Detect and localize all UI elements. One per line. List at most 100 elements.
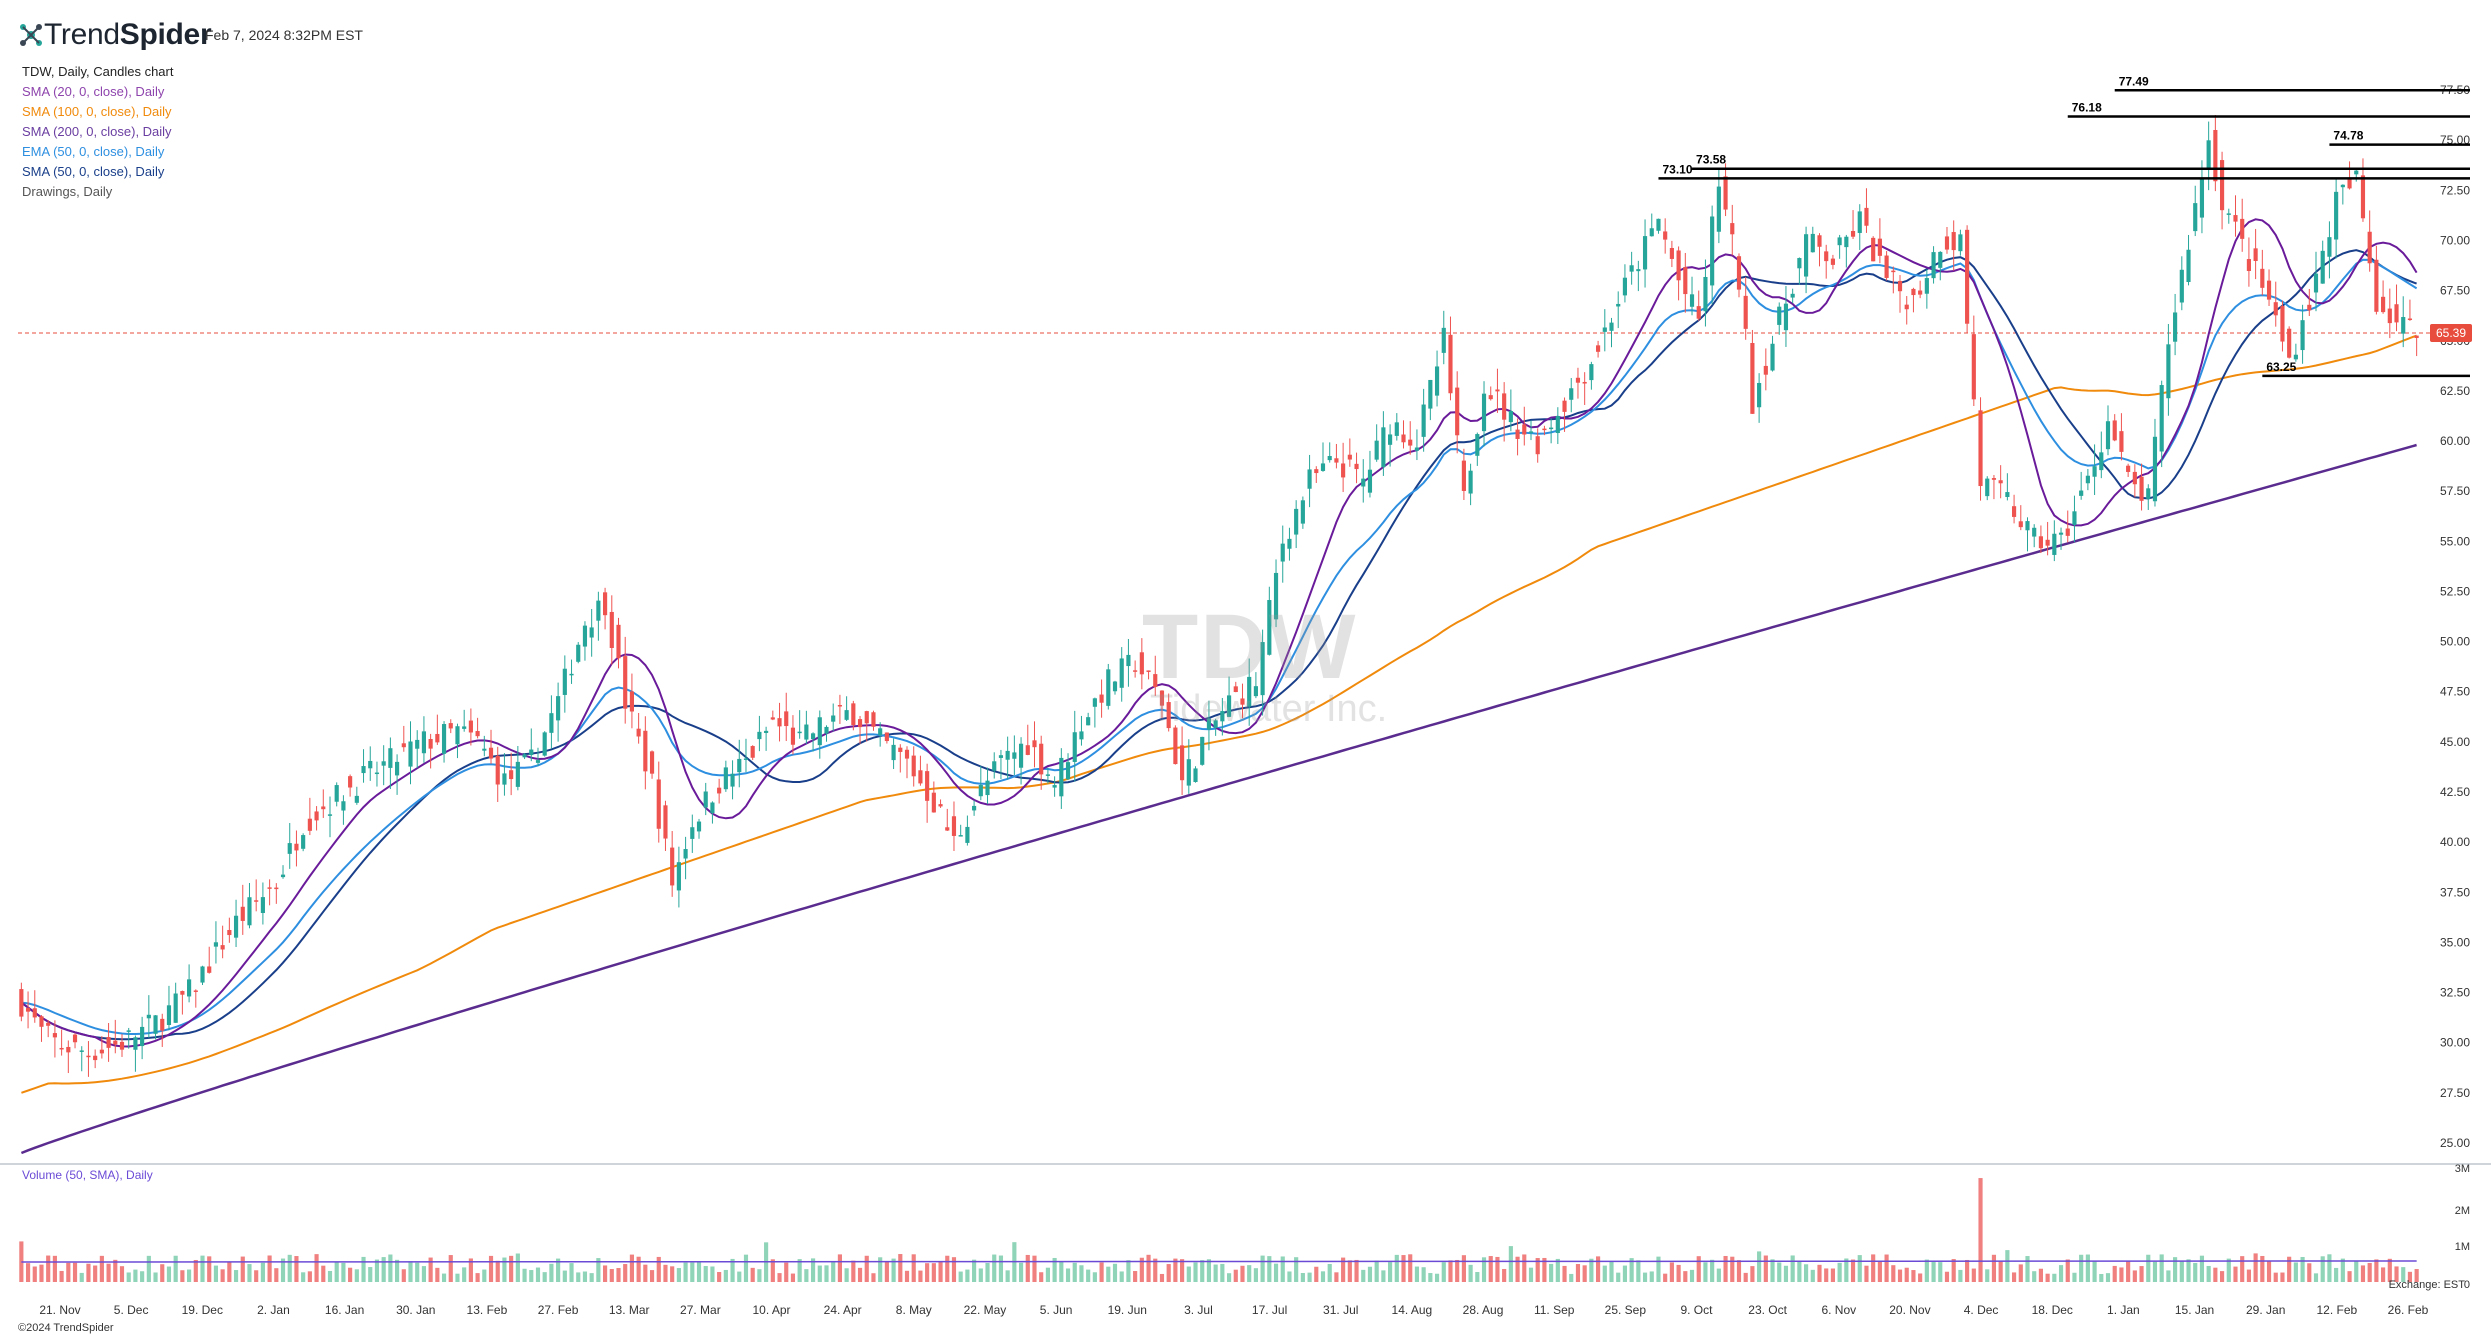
candle-body (2340, 184, 2345, 188)
candle-body (542, 732, 547, 756)
volume-bar (435, 1267, 440, 1282)
candle-body (2139, 476, 2144, 501)
volume-bar (86, 1263, 91, 1282)
volume-bar (1663, 1273, 1668, 1282)
volume-bar (2226, 1258, 2231, 1282)
candle-body (515, 761, 520, 787)
candle-body (1018, 743, 1024, 768)
volume-bar (616, 1268, 621, 1282)
volume-bar (2407, 1271, 2413, 1282)
volume-bar (2173, 1257, 2178, 1282)
volume-bar (294, 1256, 299, 1282)
candle-body (488, 747, 494, 759)
candle-body (2381, 296, 2386, 313)
legend-sma-200[interactable]: SMA (200, 0, close), Daily (22, 124, 172, 139)
volume-bar (475, 1273, 480, 1282)
volume-bar (1582, 1265, 1587, 1282)
volume-bar (1508, 1246, 1513, 1282)
candle-body (1522, 424, 1527, 435)
candle-body (1287, 538, 1292, 549)
candle-body (1441, 327, 1446, 353)
volume-bar (2058, 1265, 2064, 1282)
x-tick-label: 30. Jan (396, 1303, 435, 1317)
candle-body (240, 906, 245, 921)
trendspider-logo[interactable]: TrendSpider (18, 18, 212, 52)
volume-bar (1401, 1255, 1406, 1282)
candle-body (1065, 762, 1071, 780)
candle-body (1918, 290, 1923, 295)
volume-bar (2146, 1254, 2151, 1282)
legend-sma-50[interactable]: SMA (50, 0, close), Daily (22, 164, 165, 179)
candle-body (274, 887, 279, 890)
candle-body (1119, 658, 1124, 688)
volume-bar (32, 1266, 37, 1282)
candle-body (2052, 533, 2057, 555)
candle-body (1200, 736, 1205, 765)
candle-body (1877, 238, 1882, 256)
candle-body (1777, 306, 1782, 325)
chart-header: TrendSpider Feb 7, 2024 8:32PM EST (0, 0, 2491, 60)
candle-body (1086, 717, 1091, 726)
symbol-line[interactable]: TDW, Daily, Candles chart (22, 64, 174, 79)
y-tick-label: 72.50 (2440, 183, 2470, 197)
volume-legend[interactable]: Volume (50, SMA), Daily (22, 1168, 153, 1182)
candle-body (193, 990, 198, 992)
candle-body (1636, 269, 1641, 272)
volume-bar (1159, 1273, 1165, 1282)
candle-body (1220, 711, 1225, 722)
candle-body (2307, 304, 2312, 311)
candle-body (1790, 293, 1795, 298)
candle-body (1757, 382, 1762, 408)
volume-bar (1837, 1262, 1842, 1282)
volume-bar (321, 1265, 326, 1282)
y-tick-label: 57.50 (2440, 484, 2470, 498)
candle-body (723, 767, 728, 790)
volume-bar (1938, 1262, 1943, 1282)
volume-bar (395, 1259, 400, 1282)
candle-body (683, 849, 688, 859)
volume-bar (911, 1254, 916, 1282)
volume-bar (1347, 1260, 1352, 1282)
candle-body (1307, 469, 1312, 489)
legend-sma-20[interactable]: SMA (20, 0, close), Daily (22, 84, 165, 99)
volume-bar (113, 1259, 118, 1282)
candle-body (267, 887, 272, 889)
volume-bar (1864, 1265, 1869, 1282)
volume-bar (535, 1267, 541, 1282)
volume-bar (1153, 1258, 1158, 1282)
candle-body (1428, 379, 1433, 409)
volume-bar (1273, 1263, 1279, 1282)
candle-body (609, 611, 614, 649)
volume-bar (1790, 1255, 1795, 1282)
legend-sma-100[interactable]: SMA (100, 0, close), Daily (22, 104, 172, 119)
candle-body (2105, 421, 2111, 450)
candle-body (1253, 686, 1258, 697)
volume-bar (884, 1261, 889, 1282)
legend-drawings[interactable]: Drawings, Daily (22, 184, 113, 199)
candle-body (2085, 475, 2090, 484)
candle-body (2387, 308, 2392, 324)
volume-bar (1817, 1264, 1822, 1282)
candle-body (66, 1046, 71, 1053)
volume-bar (1884, 1254, 1889, 1282)
candle-body (2347, 179, 2352, 189)
volume-bar (1065, 1268, 1071, 1282)
candle-body (603, 592, 608, 616)
candle-body (2266, 280, 2272, 300)
volume-bar (1991, 1254, 1997, 1282)
candle-body (146, 1014, 151, 1019)
candle-body (851, 703, 856, 726)
candle-body (1508, 410, 1513, 423)
legend-ema-50[interactable]: EMA (50, 0, close), Daily (22, 144, 165, 159)
candle-body (1944, 236, 1950, 250)
candle-body (589, 627, 594, 638)
volume-bar (2287, 1256, 2292, 1282)
candle-body (1388, 434, 1393, 445)
volume-bar (468, 1258, 473, 1282)
candle-body (2327, 237, 2332, 257)
candle-body (93, 1055, 98, 1061)
y-tick-label: 30.00 (2440, 1036, 2470, 1050)
volume-bar (2152, 1261, 2158, 1282)
candle-body (824, 726, 829, 734)
